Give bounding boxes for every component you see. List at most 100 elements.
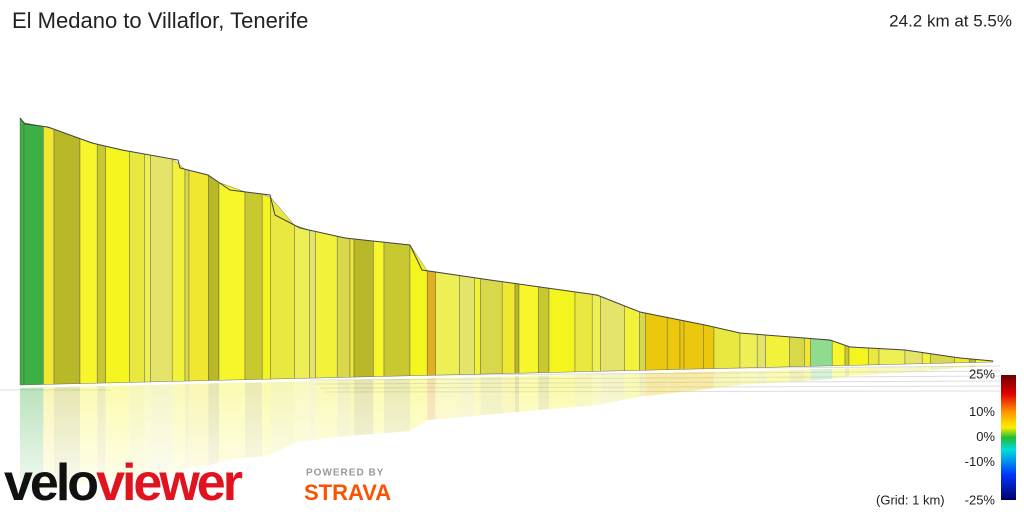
profile-segment xyxy=(703,324,715,370)
grid-line xyxy=(319,385,1001,389)
profile-segment xyxy=(624,305,640,371)
colorbar-tick-label: 25% xyxy=(969,366,995,381)
profile-segment xyxy=(639,311,646,371)
profile-segment xyxy=(757,334,766,368)
profile-segment xyxy=(150,154,173,383)
profile-segment xyxy=(713,326,741,369)
logo-part: velo xyxy=(4,454,97,512)
reflection-segment xyxy=(832,368,845,379)
logo: veloviewer xyxy=(4,454,243,512)
reflection-segment xyxy=(845,368,849,377)
profile-segment xyxy=(144,153,151,383)
profile-segment xyxy=(184,168,190,382)
reflection-segment xyxy=(922,366,931,372)
profile-segment xyxy=(848,346,869,366)
profile-segment xyxy=(810,338,833,367)
reflection-segment xyxy=(684,371,704,392)
profile-segment xyxy=(409,244,428,376)
grid-line xyxy=(309,375,1001,381)
profile-segment xyxy=(79,138,98,384)
reflection-segment xyxy=(703,371,714,390)
profile-segment xyxy=(765,334,790,368)
reflection-segment xyxy=(714,370,740,389)
profile-segment xyxy=(19,117,25,386)
profile-segment xyxy=(208,174,220,381)
profile-segment xyxy=(518,283,539,374)
strava-logo: STRAVA xyxy=(304,480,391,505)
reflection-segment xyxy=(789,369,805,382)
reflection-segment xyxy=(740,370,758,385)
reflection-segment xyxy=(905,366,923,373)
powered-by: POWERED BY xyxy=(306,468,384,479)
profile-segment xyxy=(43,126,55,385)
reflection-segment xyxy=(804,369,811,381)
profile-segment xyxy=(592,294,601,372)
profile-segment xyxy=(435,271,460,376)
profile-segment xyxy=(514,283,520,374)
profile-segment xyxy=(270,196,295,380)
profile-segment xyxy=(294,224,310,379)
reflection-segment xyxy=(680,372,684,393)
reflection-segment xyxy=(969,365,976,368)
profile-segment xyxy=(600,296,625,372)
profile-segment xyxy=(878,348,906,365)
profile-segment xyxy=(574,291,593,373)
profile-segment xyxy=(373,240,385,377)
profile-segment xyxy=(349,238,355,378)
profile-segment xyxy=(683,320,704,370)
profile-segment xyxy=(53,128,81,385)
gradient-colorbar xyxy=(1001,375,1016,500)
profile-segment xyxy=(922,352,931,364)
profile-segment xyxy=(337,236,351,378)
elevation-profile xyxy=(19,117,994,386)
profile-segment xyxy=(804,337,811,367)
profile-segment xyxy=(667,317,681,370)
reflection-segment xyxy=(849,367,869,376)
profile-segment xyxy=(171,158,186,382)
reflection-segment xyxy=(868,367,879,375)
summary: 24.2 km at 5.5% xyxy=(889,11,1012,30)
grid-note: (Grid: 1 km) xyxy=(876,492,945,507)
profile-segment xyxy=(353,238,374,378)
profile-segment xyxy=(538,286,550,373)
colorbar-tick-label: 10% xyxy=(969,404,995,419)
reflection-segment xyxy=(879,367,905,375)
profile-segment xyxy=(188,169,209,382)
reflection-segment xyxy=(810,368,833,381)
logo-part: viewer xyxy=(96,454,243,512)
profile-segment xyxy=(679,319,685,370)
profile-segment xyxy=(262,193,271,380)
reflection-fade xyxy=(0,388,1000,512)
profile-segment xyxy=(383,241,411,377)
title: El Medano to Villaflor, Tenerife xyxy=(12,8,308,33)
profile-segment xyxy=(218,182,246,381)
profile-segment xyxy=(844,344,850,366)
profile-segment xyxy=(427,270,436,376)
profile-segment xyxy=(459,275,475,375)
profile-segment xyxy=(96,143,106,384)
profile-outline xyxy=(19,117,994,362)
profile-segment xyxy=(789,336,805,368)
colorbar-tick-label: -25% xyxy=(965,492,996,507)
profile-segment xyxy=(309,229,316,379)
profile-segment xyxy=(645,312,668,371)
reflection-segment xyxy=(930,365,955,371)
reflection-segment xyxy=(757,370,766,384)
reflection-segment xyxy=(954,365,970,369)
profile-segment xyxy=(739,332,758,369)
profile-segment xyxy=(548,288,576,373)
grid-line xyxy=(314,380,1001,385)
reflection-segment xyxy=(975,365,993,367)
profile-segment xyxy=(868,347,880,366)
profile-segment xyxy=(474,277,481,375)
colorbar-tick-label: 0% xyxy=(976,429,995,444)
profile-segment xyxy=(244,191,263,380)
reflection-segment xyxy=(765,369,790,384)
profile-segment xyxy=(129,151,145,383)
profile-segment xyxy=(315,231,338,379)
profile-segment xyxy=(480,278,503,375)
profile-segment xyxy=(502,281,516,374)
colorbar-tick-label: -10% xyxy=(965,454,996,469)
